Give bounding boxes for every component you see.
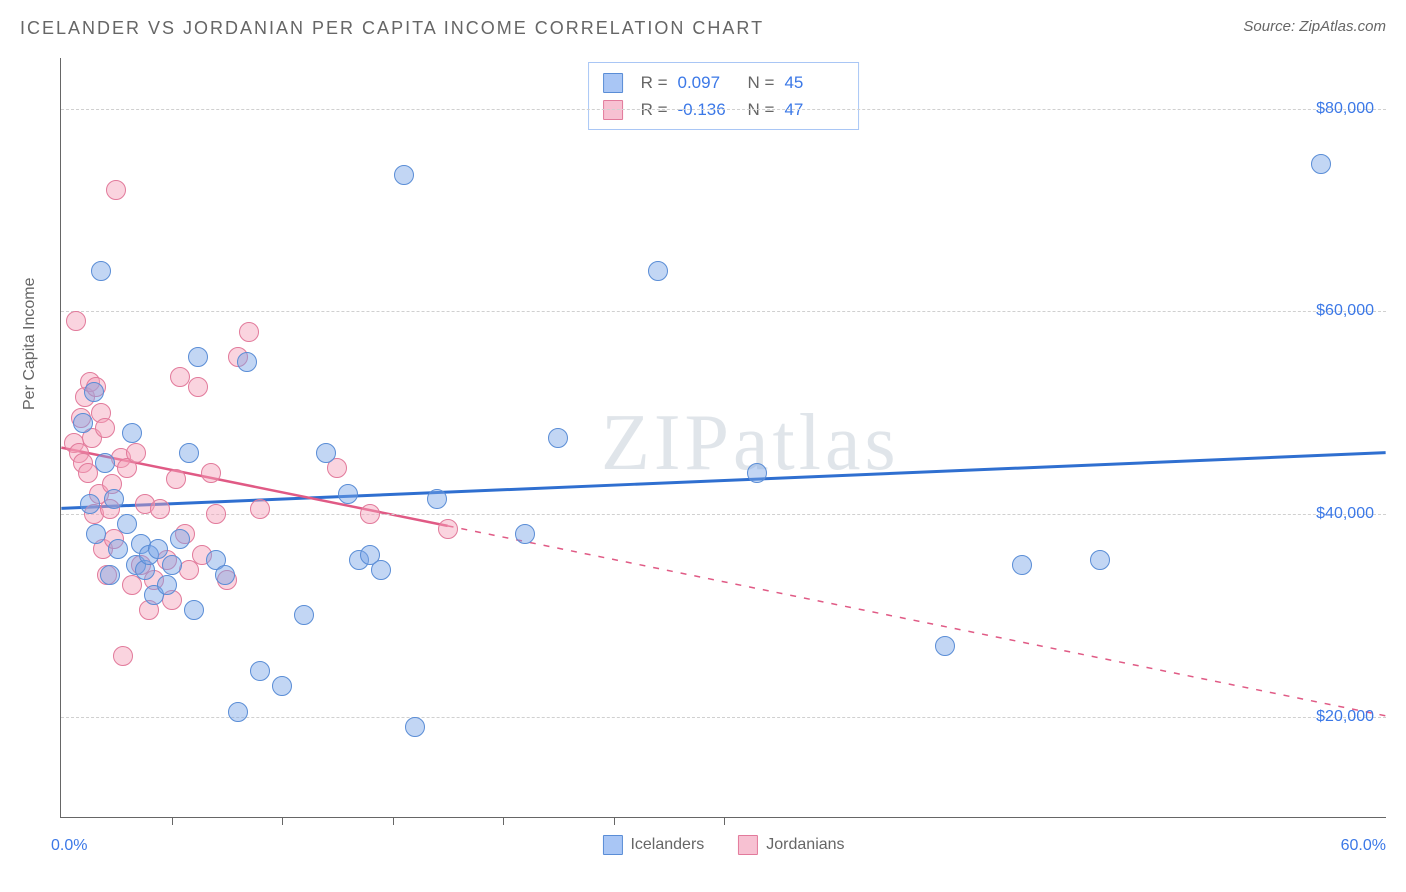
scatter-point: [78, 463, 98, 483]
scatter-point: [648, 261, 668, 281]
scatter-point: [150, 499, 170, 519]
scatter-point: [272, 676, 292, 696]
scatter-point: [157, 575, 177, 595]
legend-item-2: Jordanians: [738, 835, 844, 855]
scatter-point: [100, 565, 120, 585]
scatter-point: [747, 463, 767, 483]
trend-line-dashed: [448, 526, 1386, 716]
chart-container: ICELANDER VS JORDANIAN PER CAPITA INCOME…: [0, 0, 1406, 892]
scatter-point: [179, 443, 199, 463]
scatter-point: [188, 377, 208, 397]
scatter-point: [113, 646, 133, 666]
scatter-point: [438, 519, 458, 539]
scatter-point: [250, 661, 270, 681]
stats-r-label-1: R =: [641, 69, 668, 96]
chart-source: Source: ZipAtlas.com: [1243, 18, 1386, 35]
gridline-horizontal: [61, 109, 1386, 110]
scatter-point: [360, 504, 380, 524]
scatter-point: [126, 443, 146, 463]
stats-r-label-2: R =: [641, 96, 668, 123]
y-axis-label: Per Capita Income: [21, 277, 39, 410]
stats-row-series-1: R = 0.097 N = 45: [603, 69, 845, 96]
scatter-point: [122, 423, 142, 443]
y-tick-label: $20,000: [1316, 708, 1374, 726]
scatter-point: [394, 165, 414, 185]
source-prefix: Source:: [1243, 18, 1299, 35]
y-tick-label: $60,000: [1316, 302, 1374, 320]
header: ICELANDER VS JORDANIAN PER CAPITA INCOME…: [20, 18, 1386, 48]
legend-swatch-2: [738, 835, 758, 855]
scatter-point: [206, 504, 226, 524]
scatter-point: [86, 524, 106, 544]
x-tick: [503, 817, 504, 825]
scatter-point: [294, 605, 314, 625]
y-axis-label-wrap: Per Capita Income: [22, 0, 42, 820]
scatter-point: [201, 463, 221, 483]
stats-n-label-1: N =: [748, 69, 775, 96]
chart-title: ICELANDER VS JORDANIAN PER CAPITA INCOME…: [20, 18, 764, 39]
x-axis-min-label: 0.0%: [51, 837, 87, 855]
x-tick: [724, 817, 725, 825]
scatter-point: [95, 418, 115, 438]
scatter-point: [548, 428, 568, 448]
scatter-point: [80, 494, 100, 514]
trend-lines: [61, 58, 1386, 817]
stats-r-value-1: 0.097: [678, 69, 738, 96]
scatter-point: [215, 565, 235, 585]
stats-n-value-2: 47: [784, 96, 844, 123]
scatter-point: [84, 382, 104, 402]
stats-n-label-2: N =: [748, 96, 775, 123]
x-tick: [282, 817, 283, 825]
scatter-point: [108, 539, 128, 559]
legend-item-1: Icelanders: [602, 835, 704, 855]
correlation-stats-box: R = 0.097 N = 45 R = -0.136 N = 47: [588, 62, 860, 130]
x-tick: [393, 817, 394, 825]
scatter-point: [166, 469, 186, 489]
scatter-point: [188, 347, 208, 367]
scatter-point: [1090, 550, 1110, 570]
scatter-point: [1012, 555, 1032, 575]
x-tick: [172, 817, 173, 825]
scatter-point: [239, 322, 259, 342]
x-tick: [614, 817, 615, 825]
scatter-point: [427, 489, 447, 509]
legend-swatch-1: [602, 835, 622, 855]
scatter-point: [237, 352, 257, 372]
scatter-point: [371, 560, 391, 580]
scatter-point: [106, 180, 126, 200]
legend-label-2: Jordanians: [766, 836, 844, 853]
plot-area: ZIPatlas R = 0.097 N = 45 R = -0.136 N =…: [60, 58, 1386, 818]
scatter-point: [316, 443, 336, 463]
bottom-legend: Icelanders Jordanians: [602, 835, 844, 855]
scatter-point: [935, 636, 955, 656]
scatter-point: [66, 311, 86, 331]
scatter-point: [515, 524, 535, 544]
stats-n-value-1: 45: [784, 69, 844, 96]
stats-swatch-1: [603, 73, 623, 93]
gridline-horizontal: [61, 311, 1386, 312]
scatter-point: [228, 702, 248, 722]
stats-row-series-2: R = -0.136 N = 47: [603, 96, 845, 123]
scatter-point: [91, 261, 111, 281]
y-tick-label: $40,000: [1316, 505, 1374, 523]
legend-label-1: Icelanders: [630, 836, 704, 853]
scatter-point: [1311, 154, 1331, 174]
scatter-point: [73, 413, 93, 433]
scatter-point: [104, 489, 124, 509]
stats-swatch-2: [603, 100, 623, 120]
y-tick-label: $80,000: [1316, 100, 1374, 118]
scatter-point: [95, 453, 115, 473]
stats-r-value-2: -0.136: [678, 96, 738, 123]
scatter-point: [338, 484, 358, 504]
gridline-horizontal: [61, 717, 1386, 718]
scatter-point: [250, 499, 270, 519]
scatter-point: [117, 514, 137, 534]
x-axis-max-label: 60.0%: [1341, 837, 1386, 855]
scatter-point: [405, 717, 425, 737]
scatter-point: [162, 555, 182, 575]
scatter-point: [184, 600, 204, 620]
source-name: ZipAtlas.com: [1299, 18, 1386, 35]
scatter-point: [170, 529, 190, 549]
